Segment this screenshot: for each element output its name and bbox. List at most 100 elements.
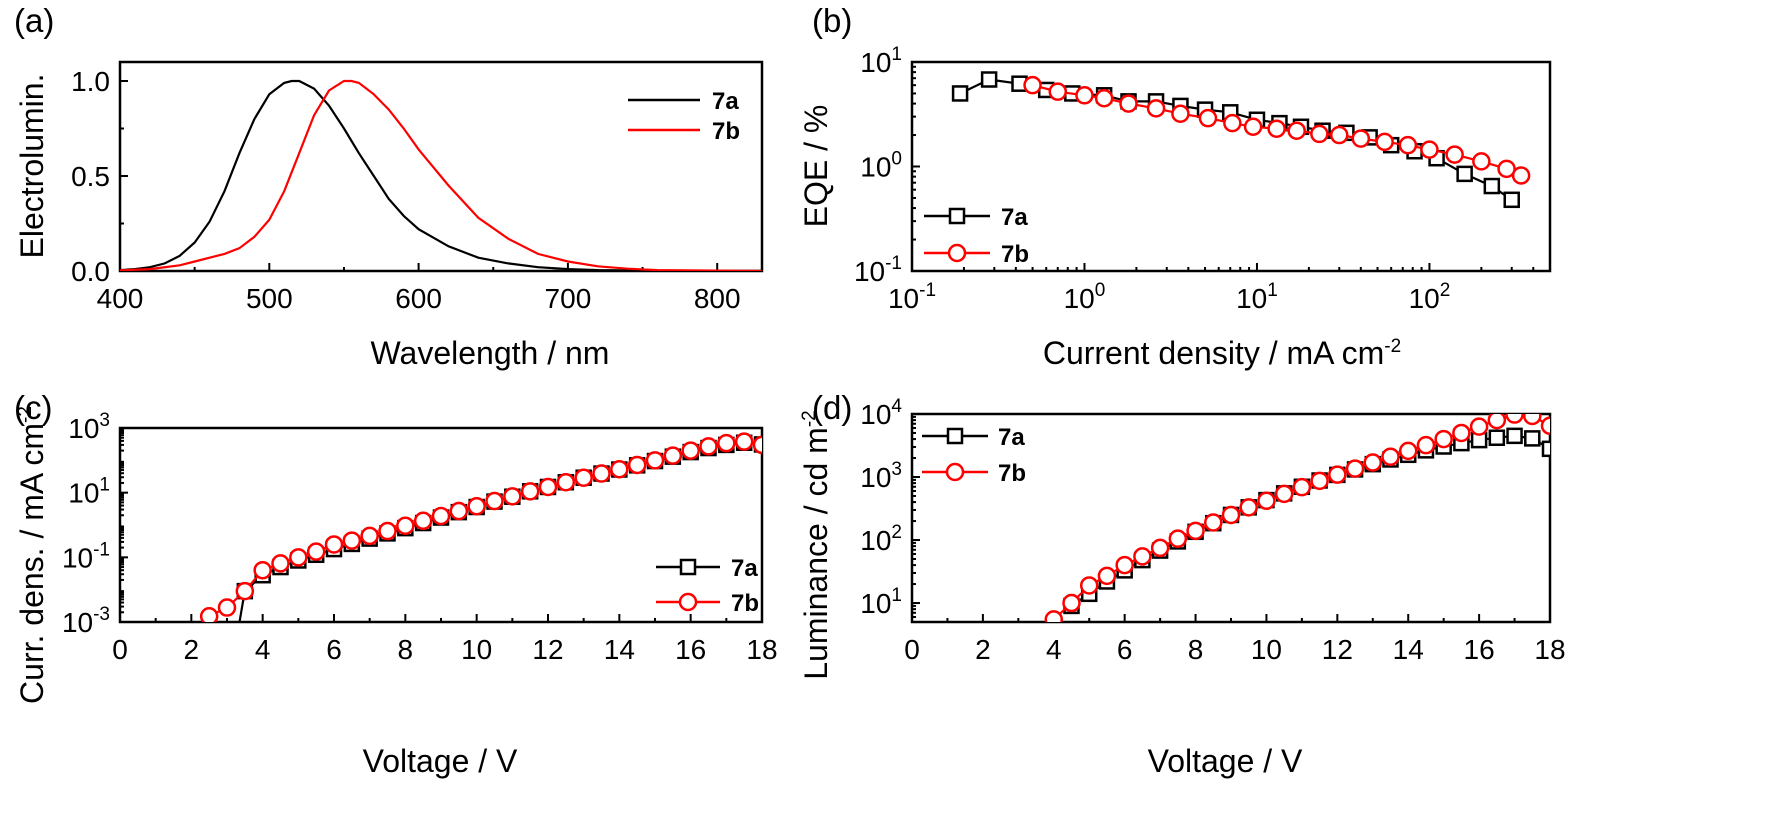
point-d-7b-20: [1398, 441, 1418, 461]
y-tick-label-c-3-exp: 3: [99, 410, 110, 431]
point-b-7b-18: [1445, 145, 1464, 164]
point-b-7b-21: [1511, 166, 1531, 185]
point-c-7b-13: [431, 506, 451, 526]
point-c-7b-0: [199, 607, 219, 622]
panel-c-letter: (c): [14, 389, 52, 426]
y-tick-label-c-2-base: 10: [68, 478, 99, 509]
point-c-7b-23: [610, 459, 629, 479]
point-c-7b-24: [627, 455, 647, 475]
point-c-7b-26: [663, 446, 683, 465]
legend-d-7a-marker: [946, 427, 964, 445]
series-line-b-7b: [1032, 84, 1522, 177]
point-c-7b-6: [306, 542, 326, 561]
point-c-7b-7: [324, 535, 344, 554]
x-tick-label-a-1: 500: [246, 283, 293, 314]
y-tick-label-d-0: 101: [860, 585, 902, 619]
point-d-7b-13: [1274, 484, 1294, 504]
point-c-7b-30: [734, 432, 754, 451]
x-tick-label-d-5: 10: [1251, 634, 1282, 665]
x-tick-label-a-2: 600: [395, 283, 442, 314]
x-tick-label-c-3: 6: [326, 634, 342, 665]
x-tick-label-c-6: 12: [532, 634, 563, 665]
point-b-7b-9: [1243, 117, 1263, 137]
legend-c-7a-label: 7a: [731, 555, 758, 582]
series-group-a: [120, 79, 762, 271]
xlabel-c: Voltage / V: [363, 743, 518, 779]
point-b-7b-2: [1075, 86, 1094, 105]
legend-b-7b-label: 7b: [1001, 241, 1029, 268]
xlabel-b-text: Current density / mA cm: [1043, 335, 1384, 371]
point-c-7b-14: [449, 501, 469, 521]
point-d-7b-7: [1168, 529, 1188, 548]
y-tick-label-d-3: 104: [860, 396, 902, 430]
panel-b-letter: (b): [812, 2, 852, 39]
x-tick-label-c-1: 2: [184, 634, 200, 665]
y-tick-label-c-2: 101: [68, 475, 110, 509]
point-c-7b-27: [681, 441, 700, 460]
point-d-7b-5: [1133, 547, 1152, 566]
point-b-7b-20: [1497, 159, 1516, 179]
point-b-7b-4: [1119, 94, 1138, 113]
x-tick-label-b-3: 102: [1409, 280, 1451, 314]
point-c-7b-28: [699, 437, 718, 456]
point-c-7b-12: [413, 511, 433, 531]
y-tick-label-b-2-exp: 1: [891, 44, 902, 65]
xlabel-a: Wavelength / nm: [371, 335, 610, 371]
x-tick-label-b-2-exp: 1: [1267, 280, 1278, 301]
y-tick-label-c-3: 103: [68, 410, 110, 444]
y-tick-label-d-1: 102: [860, 522, 902, 556]
point-d-7b-19: [1381, 447, 1400, 466]
y-tick-label-b-0-exp: -1: [885, 253, 902, 274]
point-b-7b-7: [1198, 108, 1218, 128]
legend-b-7a-label: 7a: [1001, 204, 1028, 231]
plot-area-a: 400 500 600 700 800 0.0 0.5 1.0: [71, 60, 764, 314]
legend-c-7b-label: 7b: [731, 590, 759, 617]
ylabel-d: Luminance / cd m-2: [798, 410, 834, 679]
series-line-a-7b: [120, 79, 762, 271]
x-tick-label-b-0-exp: -1: [919, 280, 936, 301]
legend-d-7a-label: 7a: [998, 424, 1025, 451]
legend-d-7b-label: 7b: [998, 460, 1026, 487]
point-d-7b-8: [1186, 521, 1205, 541]
x-tick-label-c-9: 18: [746, 634, 777, 665]
point-c-7b-4: [271, 554, 290, 573]
point-d-7b-14: [1292, 477, 1312, 497]
point-b-7b-17: [1420, 140, 1439, 159]
y-tick-label-b-0: 10-1: [854, 253, 902, 287]
ylabel-c-text: Curr. dens. / mA cm: [14, 423, 50, 704]
point-b-7b-12: [1310, 124, 1329, 144]
point-d-7b-6: [1150, 538, 1170, 558]
point-b-7b-15: [1375, 132, 1394, 152]
panel-a-letter: (a): [14, 2, 54, 39]
point-b-7a-20: [1456, 165, 1473, 183]
legend-a: 7a 7b: [628, 88, 740, 145]
y-tick-label-b-2: 101: [860, 44, 902, 78]
y-tick-label-d-3-base: 10: [860, 399, 891, 430]
point-d-7b-0: [1044, 610, 1064, 622]
ylabel-d-text: Luminance / cd m: [798, 427, 834, 680]
point-c-7b-3: [253, 560, 272, 580]
point-c-7b-2: [235, 581, 255, 601]
point-b-7b-13: [1330, 125, 1349, 145]
y-tick-label-c-3-base: 10: [68, 413, 99, 444]
y-tick-label-d-1-exp: 2: [891, 522, 902, 543]
x-tick-label-c-4: 8: [398, 634, 414, 665]
point-d-7b-17: [1345, 459, 1365, 478]
y-tick-label-a-2: 1.0: [71, 66, 110, 97]
point-c-7b-25: [645, 451, 665, 470]
point-b-7a-21: [1483, 177, 1501, 195]
x-tick-label-c-7: 14: [604, 634, 635, 665]
point-c-7b-8: [342, 531, 362, 550]
point-c-7b-15: [467, 497, 486, 516]
y-tick-label-b-1: 100: [860, 149, 902, 183]
y-tick-label-b-1-base: 10: [860, 152, 891, 183]
point-d-7b-25: [1487, 414, 1507, 430]
point-d-7b-24: [1469, 417, 1489, 436]
legend-c: 7a 7b: [656, 555, 759, 617]
